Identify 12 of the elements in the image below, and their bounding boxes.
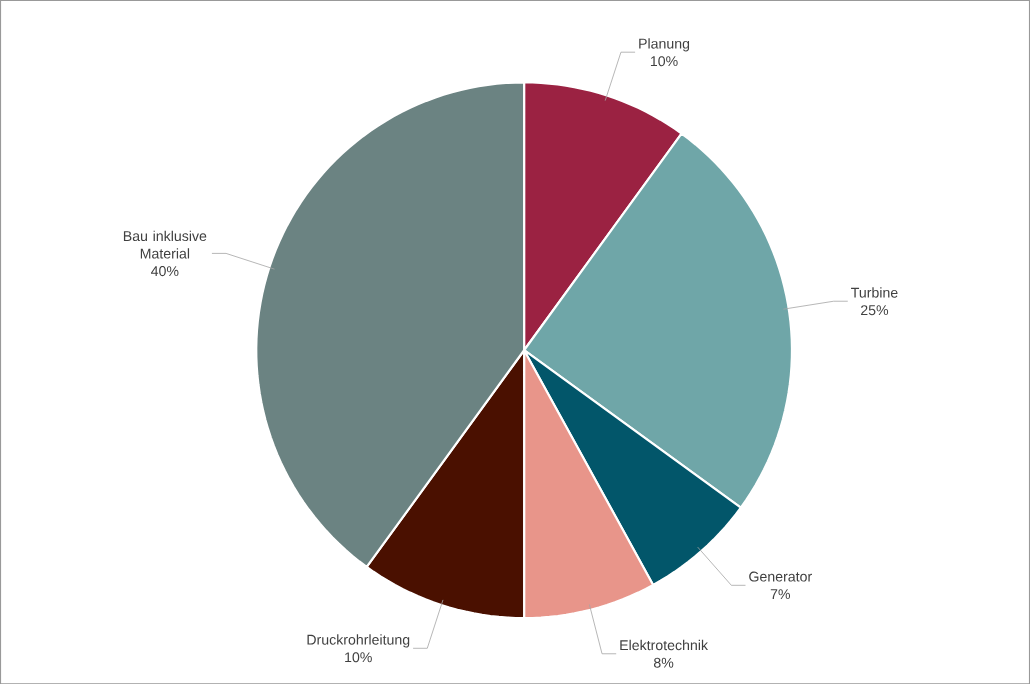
data-label: 40% <box>151 265 179 276</box>
data-label: 10% <box>650 55 678 66</box>
slice-label: Druckrohrleitung <box>307 634 410 648</box>
data-label: 7% <box>770 589 791 599</box>
slice-label: Planung <box>639 38 690 52</box>
slice-label: Generator <box>749 571 812 582</box>
data-label: 25% <box>861 305 889 316</box>
data-label: 10% <box>345 652 372 663</box>
slice-label: Elektrotechnik <box>620 639 709 651</box>
data-label: 8% <box>653 657 674 668</box>
slice-label: Bau inklusive Material <box>123 230 207 259</box>
slice-label: Turbine <box>851 287 898 298</box>
